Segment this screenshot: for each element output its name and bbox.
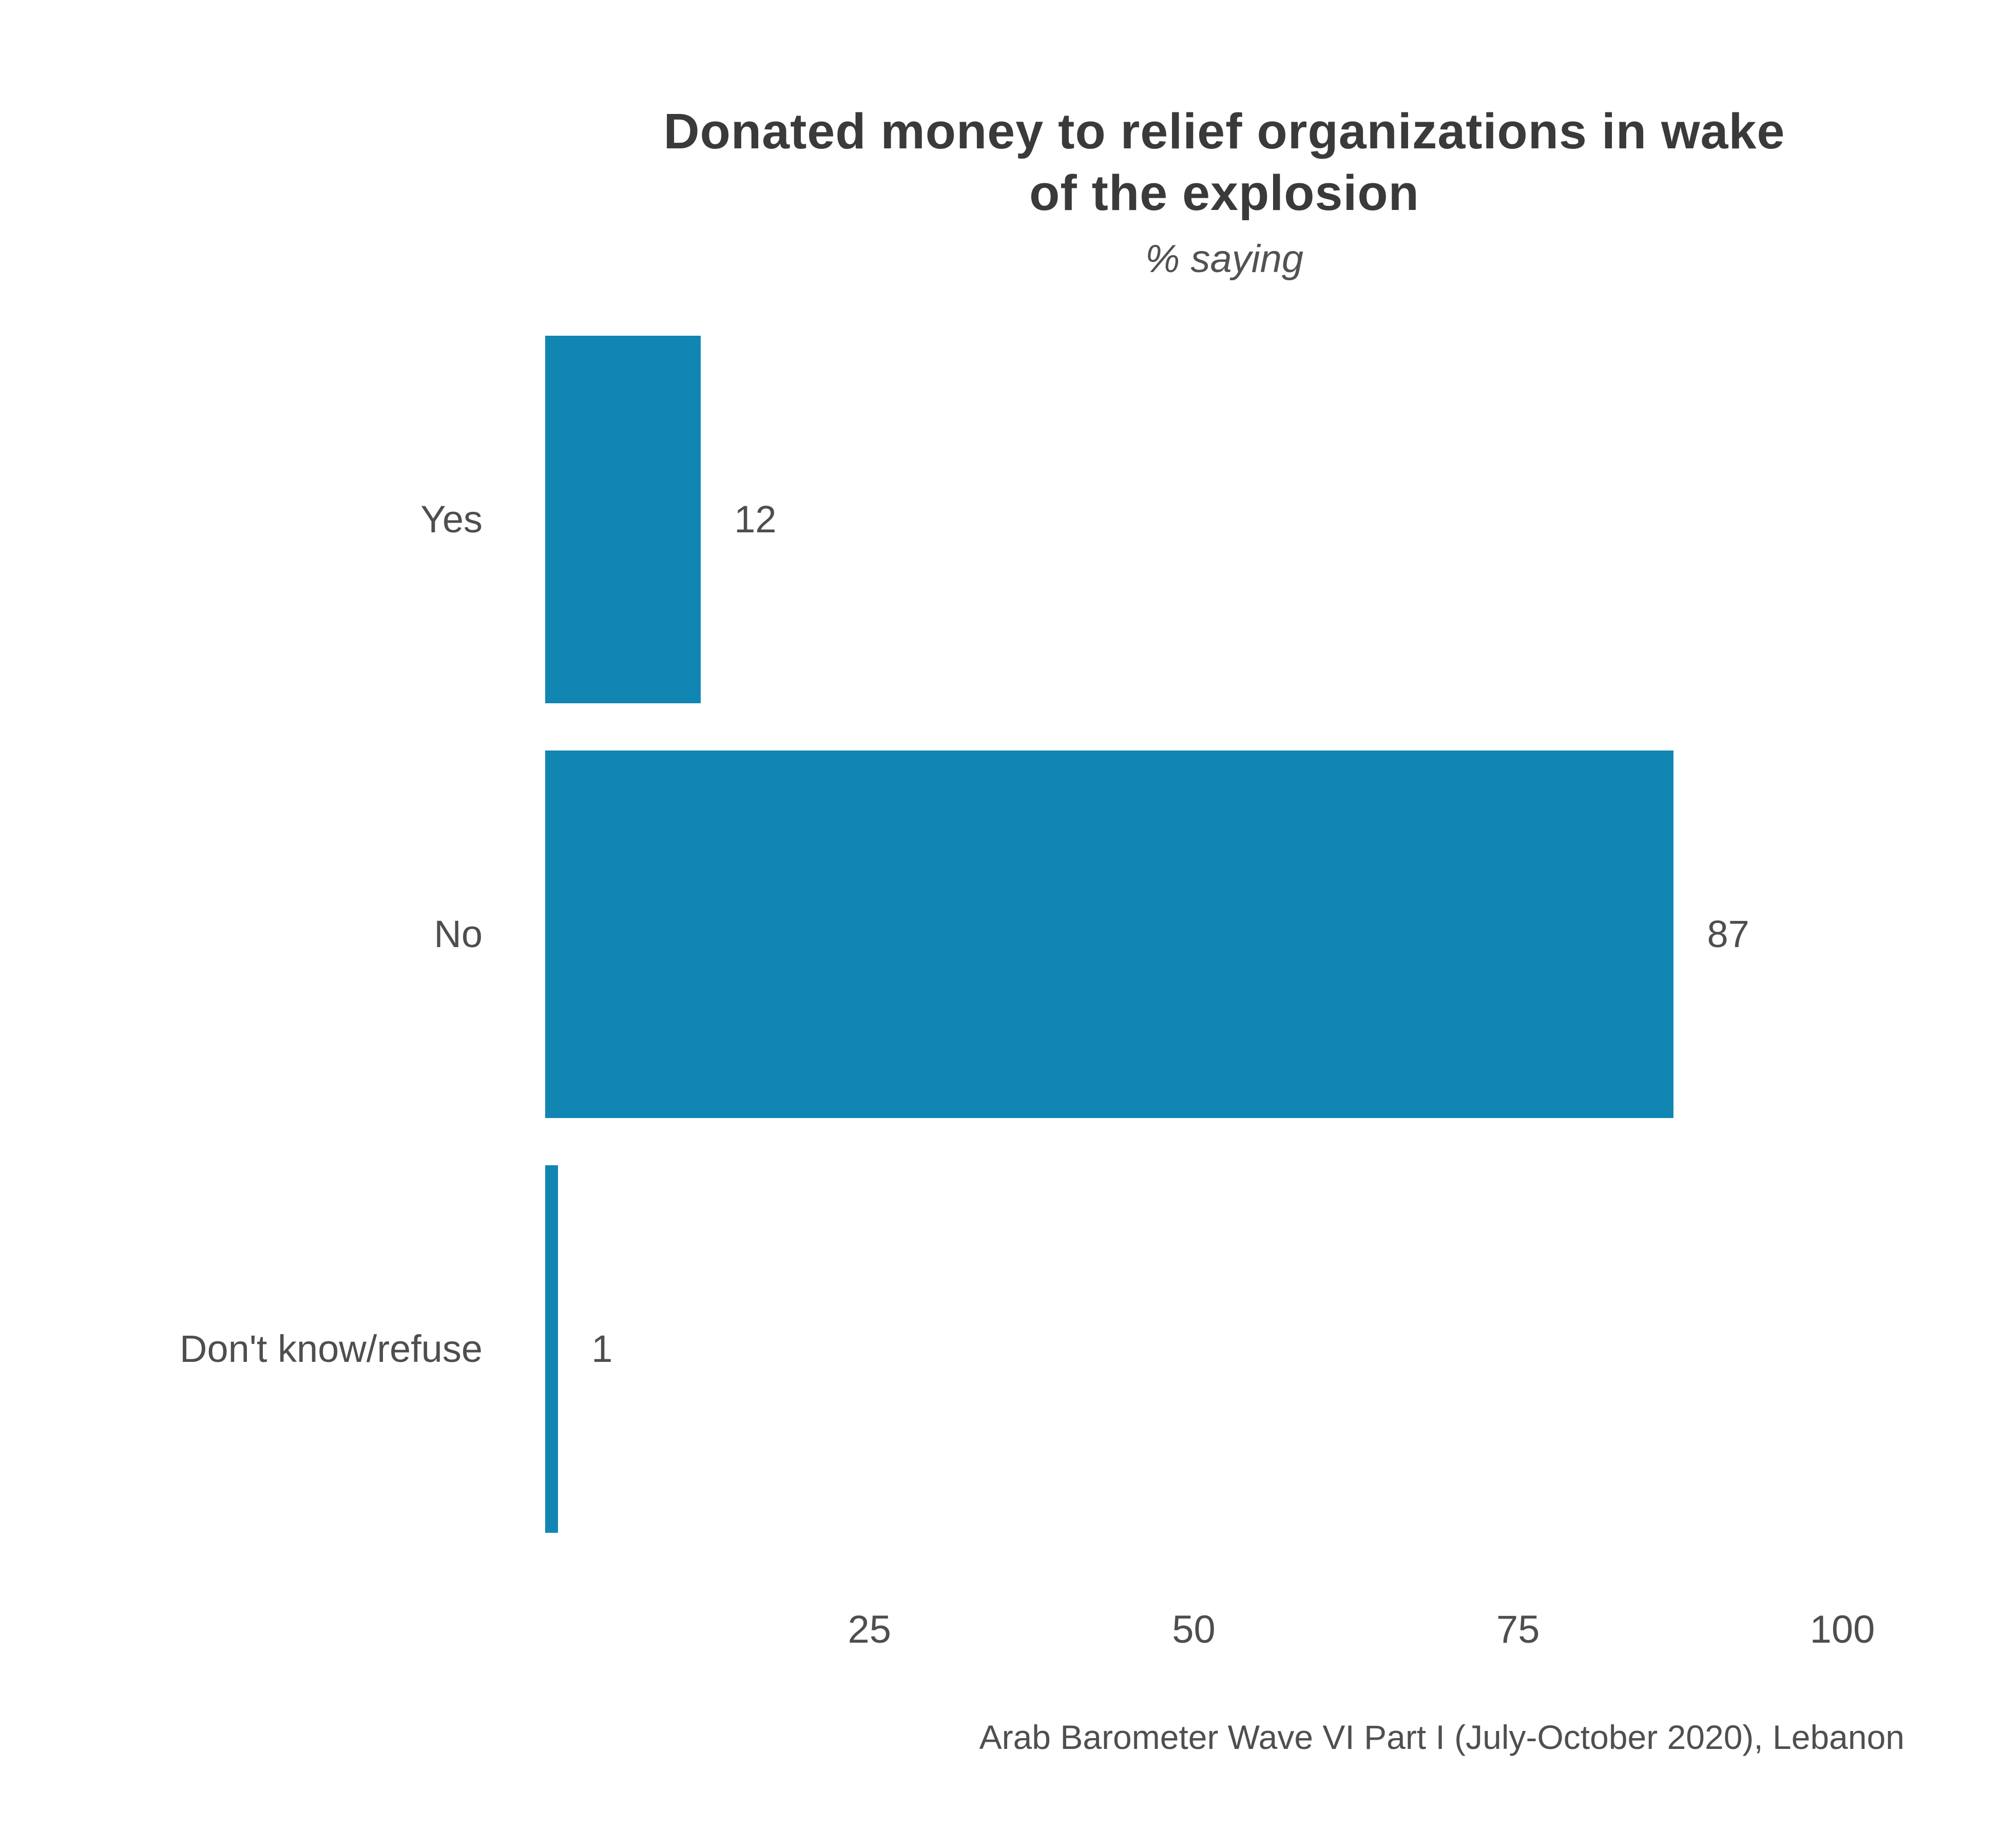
chart-title-line-2: of the explosion xyxy=(1029,165,1419,221)
bar xyxy=(545,1165,559,1533)
x-axis-tick-label: 50 xyxy=(1172,1608,1216,1651)
bar xyxy=(545,750,1674,1118)
bar xyxy=(545,336,701,703)
chart-header: Donated money to relief organizations in… xyxy=(545,101,1903,282)
x-axis-tick-label: 75 xyxy=(1496,1608,1540,1651)
value-label: 12 xyxy=(734,498,777,541)
chart-subtitle: % saying xyxy=(1145,237,1304,281)
value-label: 1 xyxy=(591,1327,613,1370)
value-label: 87 xyxy=(1707,913,1749,955)
category-label: Yes xyxy=(420,498,483,541)
source-caption: Arab Barometer Wave VI Part I (July-Octo… xyxy=(979,1718,1904,1756)
category-label: No xyxy=(434,913,483,955)
chart-title-line-1: Donated money to relief organizations in… xyxy=(663,103,1785,159)
category-label: Don't know/refuse xyxy=(180,1327,483,1370)
x-axis-tick-label: 100 xyxy=(1810,1608,1875,1651)
x-axis-tick-label: 25 xyxy=(848,1608,892,1651)
